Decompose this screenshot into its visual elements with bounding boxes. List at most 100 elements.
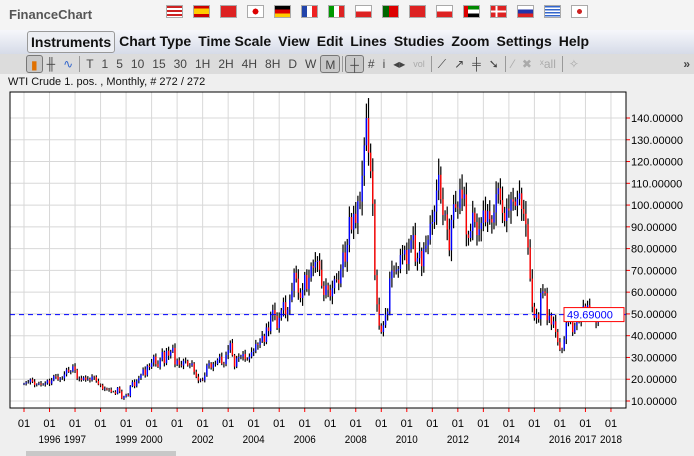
x-tick-month-label: 01 [273,418,285,430]
flag-es-icon[interactable] [193,5,210,18]
more-tools-button[interactable]: » [683,57,690,71]
ray-icon[interactable]: ↗ [454,57,465,71]
x-tick-month-label: 01 [69,418,81,430]
x-tick-month-label: 01 [94,418,106,430]
ohlc-bar-icon[interactable]: ╫ [46,57,56,71]
y-tick-label: 30.00000 [631,352,677,364]
flag-de-icon[interactable] [274,5,291,18]
x-tick-month-label: 01 [18,418,30,430]
flag-us-icon[interactable] [166,5,183,18]
timeframe-M[interactable]: M [320,55,341,73]
flag-ae-icon[interactable] [463,5,480,18]
menu-edit[interactable]: Edit [316,33,344,49]
grid-icon[interactable]: # [367,57,375,71]
x-tick-month-label: 01 [375,418,387,430]
x-tick-month-label: 01 [324,418,336,430]
menu-lines[interactable]: Lines [350,33,387,49]
flag-jp-icon[interactable] [247,5,264,18]
x-tick-month-label: 01 [120,418,132,430]
horizontal-scrollbar[interactable] [26,451,176,456]
menu-help[interactable]: Help [558,33,590,49]
y-tick-label: 100.00000 [631,200,683,212]
flag-pl-icon[interactable] [355,5,372,18]
timeframe-W[interactable]: W [305,57,317,71]
y-tick-label: 90.00000 [631,222,677,234]
app-title: FinanceChart [9,7,93,22]
y-tick-label: 110.00000 [631,178,682,190]
scroll-arrows-icon[interactable]: ◂▸ [393,57,406,71]
y-tick-label: 60.00000 [631,287,677,299]
x-year-label: 1997 [64,434,86,446]
timeframe-15[interactable]: 15 [152,57,166,71]
info-icon[interactable]: i [382,57,386,71]
crosshair-icon[interactable]: ┼ [345,55,364,73]
menu-zoom[interactable]: Zoom [451,33,490,49]
flag-it-icon[interactable] [328,5,345,18]
x-tick-month-label: 01 [503,418,515,430]
y-tick-label: 20.00000 [631,374,677,386]
separator [342,56,344,72]
y-tick-label: 130.00000 [631,135,683,147]
x-year-label: 2002 [192,434,214,446]
separator [504,56,506,72]
x-tick-month-label: 01 [528,418,540,430]
x-tick-month-label: 01 [43,418,55,430]
timeframe-2H[interactable]: 2H [218,57,234,71]
timeframe-D[interactable]: D [288,57,298,71]
flag-fr-icon[interactable] [301,5,318,18]
delete-icon[interactable]: ✖ [521,57,532,71]
flag-cn-icon[interactable] [220,5,237,18]
x-tick-month-label: 01 [605,418,617,430]
x-year-label: 2006 [294,434,316,446]
pin-icon[interactable]: ✧ [568,57,579,71]
line-chart-icon[interactable]: ∿ [63,57,74,71]
x-tick-month-label: 01 [554,418,566,430]
x-year-label: 2017 [574,434,596,446]
flag-gr-icon[interactable] [544,5,561,18]
trendline-icon[interactable]: ⟋ [437,57,447,71]
flag-pt-icon[interactable] [382,5,399,18]
x-year-label: 2008 [345,434,367,446]
flag-sk-icon[interactable] [517,5,534,18]
arrow-cursor-icon[interactable]: ➘ [488,57,499,71]
timeframe-1[interactable]: 1 [101,57,109,71]
x-year-label: 2010 [396,434,418,446]
x-tick-month-label: 01 [197,418,209,430]
separator [430,56,432,72]
flag-kr-icon[interactable] [571,5,588,18]
x-tick-month-label: 01 [350,418,362,430]
timeframe-T[interactable]: T [86,57,94,71]
timeframe-30[interactable]: 30 [173,57,187,71]
x-tick-month-label: 01 [299,418,311,430]
timeframe-10[interactable]: 10 [130,57,145,71]
x-tick-month-label: 01 [248,418,260,430]
menu-studies[interactable]: Studies [393,33,445,49]
flag-tr-icon[interactable] [409,5,426,18]
menu-settings[interactable]: Settings [496,33,552,49]
volume-icon[interactable]: vol [413,59,425,69]
pen-icon[interactable]: ⁄ [511,57,514,71]
separator [561,56,563,72]
menu-chart-type[interactable]: Chart Type [119,33,192,49]
candlestick-icon[interactable]: ▮ [26,55,43,73]
x-tick-month-label: 01 [426,418,438,430]
plot-border [9,91,627,409]
delete-all-icon[interactable]: ˣall [539,57,556,71]
toolbar: ▮ ╫ ∿ T 1 5 10 15 30 1H 2H 4H 8H D W M ┼ # i ◂▸ vol ⟋ ↗ ╪ ➘ ⁄ ✖ ˣal… [0,54,694,74]
x-year-label: 2014 [498,434,520,446]
menu-time-scale[interactable]: Time Scale [198,33,272,49]
timeframe-5[interactable]: 5 [116,57,123,71]
x-year-label: 1996 [39,434,61,446]
y-tick-label: 80.00000 [631,244,677,256]
y-tick-label: 10.00000 [631,396,677,408]
menu-view[interactable]: View [278,33,310,49]
timeframe-4H[interactable]: 4H [241,57,258,71]
flag-dk-icon[interactable] [490,5,507,18]
timeframe-1H[interactable]: 1H [194,57,211,71]
flag-cz-icon[interactable] [436,5,453,18]
timeframe-8H[interactable]: 8H [265,57,281,71]
x-year-label: 1999 [115,434,137,446]
fibonacci-icon[interactable]: ╪ [472,57,481,71]
menu-instruments[interactable]: Instruments [27,31,116,53]
